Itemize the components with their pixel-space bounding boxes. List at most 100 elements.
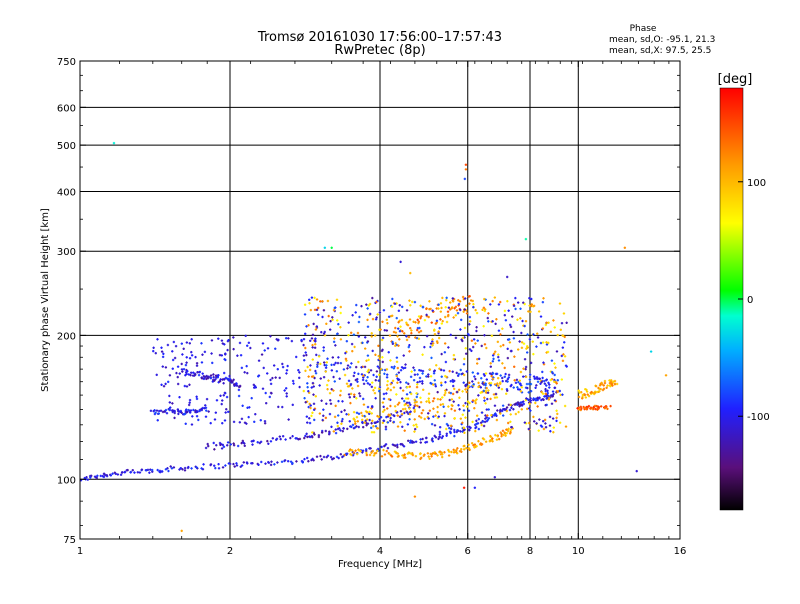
data-point: [501, 379, 504, 383]
data-point: [285, 392, 288, 395]
data-point: [332, 363, 336, 366]
data-point: [560, 378, 564, 381]
data-point: [429, 375, 433, 378]
data-point: [204, 406, 208, 409]
data-point: [361, 414, 364, 417]
data-point: [266, 347, 270, 350]
data-point: [307, 324, 310, 327]
data-point: [209, 421, 212, 425]
data-point: [408, 407, 411, 410]
data-point: [516, 301, 520, 304]
data-point: [541, 300, 545, 304]
data-point: [343, 453, 346, 457]
data-point: [364, 419, 367, 422]
data-point: [437, 415, 440, 418]
data-point: [334, 344, 337, 347]
data-point: [524, 375, 528, 379]
data-point: [138, 471, 142, 474]
data-point: [405, 309, 409, 312]
data-point: [506, 380, 509, 383]
data-point: [383, 329, 386, 332]
data-point: [499, 412, 502, 415]
data-point: [553, 399, 557, 402]
data-point: [452, 316, 455, 319]
data-point: [529, 397, 532, 400]
data-point: [433, 333, 437, 336]
data-point: [532, 333, 535, 336]
data-point: [449, 301, 452, 304]
data-point: [182, 367, 186, 371]
data-point: [397, 309, 401, 313]
data-point: [397, 321, 400, 324]
data-point: [349, 331, 353, 334]
data-point: [322, 349, 325, 352]
data-point: [380, 445, 383, 449]
data-point: [157, 409, 161, 413]
data-point: [406, 423, 410, 426]
y-tick-label: 75: [63, 535, 76, 546]
data-point: [585, 407, 589, 410]
data-point: [468, 323, 471, 326]
data-point: [109, 474, 113, 477]
data-point: [595, 390, 599, 394]
data-point: [421, 369, 425, 373]
data-point: [365, 453, 369, 457]
data-point: [545, 384, 548, 387]
data-point: [444, 306, 447, 309]
data-point: [511, 315, 514, 318]
data-point: [376, 414, 379, 418]
data-point: [372, 454, 376, 457]
data-point: [352, 417, 355, 421]
data-point: [315, 353, 318, 357]
data-point: [451, 297, 454, 300]
data-point: [489, 365, 493, 368]
data-point: [399, 409, 403, 413]
data-point: [237, 388, 241, 392]
data-point: [86, 478, 90, 481]
data-point: [308, 417, 311, 420]
data-point: [443, 451, 446, 454]
data-point: [310, 337, 314, 340]
data-point: [393, 365, 396, 368]
data-point: [266, 372, 269, 375]
data-point: [493, 383, 497, 386]
data-point: [374, 425, 378, 428]
data-point: [445, 296, 448, 300]
data-point: [148, 471, 151, 474]
data-point: [474, 425, 478, 429]
data-point: [539, 341, 543, 345]
phase-stat-o: mean, sd,O: -95.1, 21.3: [609, 35, 715, 45]
data-point: [347, 413, 350, 416]
data-point: [490, 334, 494, 337]
data-point: [417, 337, 421, 340]
data-point: [509, 413, 512, 416]
data-point: [227, 338, 230, 342]
data-point: [235, 464, 239, 467]
data-point: [342, 368, 346, 371]
data-point: [368, 302, 372, 306]
data-point: [507, 309, 510, 312]
data-point: [468, 401, 471, 405]
data-point: [506, 421, 510, 425]
data-point: [529, 310, 532, 314]
data-point: [475, 419, 478, 423]
data-point: [491, 360, 495, 363]
data-point: [419, 316, 422, 320]
data-point: [152, 349, 155, 353]
data-point: [382, 419, 385, 422]
data-point: [286, 364, 289, 368]
data-point: [383, 444, 386, 448]
data-point: [554, 366, 557, 369]
data-point: [419, 304, 422, 307]
data-point: [303, 359, 306, 362]
data-point: [403, 411, 406, 415]
data-point: [444, 374, 447, 378]
data-point: [460, 448, 463, 451]
data-point: [355, 415, 359, 419]
data-point: [430, 438, 434, 442]
data-point: [182, 347, 185, 350]
data-point: [407, 345, 410, 349]
data-point: [474, 342, 477, 345]
data-point: [221, 443, 225, 447]
